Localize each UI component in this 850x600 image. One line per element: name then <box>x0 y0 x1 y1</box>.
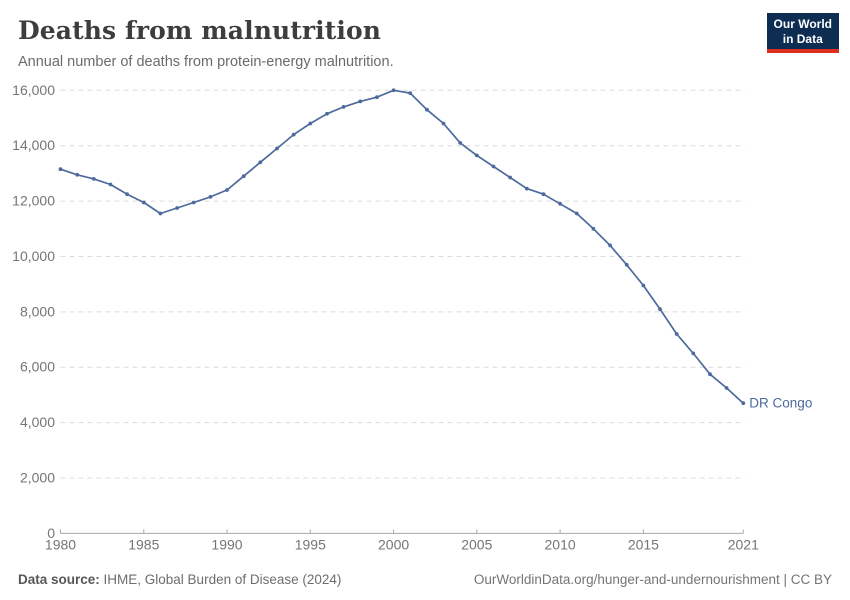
data-point-1994[interactable] <box>291 132 296 137</box>
data-point-1987[interactable] <box>175 206 180 210</box>
data-point-1989[interactable] <box>208 195 213 199</box>
data-point-2016[interactable] <box>658 307 662 311</box>
data-point-2005[interactable] <box>474 153 479 158</box>
y-tick-label-10000: 10,000 <box>12 248 55 264</box>
data-point-1992[interactable] <box>258 160 263 165</box>
x-tick-label-1995: 1995 <box>295 536 326 552</box>
data-source: Data source: IHME, Global Burden of Dise… <box>18 572 341 587</box>
data-point-1999[interactable] <box>375 95 379 100</box>
data-point-1990[interactable] <box>225 188 229 192</box>
data-point-1997[interactable] <box>341 105 346 109</box>
data-point-2018[interactable] <box>691 351 696 356</box>
data-point-1993[interactable] <box>275 146 279 151</box>
y-tick-label-6000: 6,000 <box>20 359 55 375</box>
y-tick-label-0: 0 <box>47 525 55 541</box>
data-source-label: Data source: <box>18 572 100 587</box>
data-point-2007[interactable] <box>508 175 512 180</box>
data-point-2011[interactable] <box>574 211 579 216</box>
data-point-1980[interactable] <box>58 167 63 172</box>
data-point-2009[interactable] <box>541 192 546 197</box>
data-point-1985[interactable] <box>141 200 146 205</box>
x-tick-label-1990: 1990 <box>211 536 242 552</box>
page-subtitle: Annual number of deaths from protein-ene… <box>18 54 394 70</box>
data-line-dr-congo[interactable] <box>59 89 745 405</box>
credit-link[interactable]: OurWorldinData.org/hunger-and-undernouri… <box>473 572 832 587</box>
page-title: Deaths from malnutrition <box>18 16 382 45</box>
owid-logo[interactable]: Our World in Data <box>766 13 839 54</box>
series-end-label[interactable]: DR Congo <box>749 396 812 411</box>
data-point-2003[interactable] <box>441 121 446 126</box>
x-tick-label-1980: 1980 <box>45 536 76 552</box>
data-point-2019[interactable] <box>708 372 712 377</box>
data-point-2008[interactable] <box>524 186 529 191</box>
data-point-2012[interactable] <box>591 226 596 231</box>
data-source-text: IHME, Global Burden of Disease (2024) <box>99 572 342 587</box>
y-tick-label-8000: 8,000 <box>20 303 55 319</box>
data-point-2002[interactable] <box>425 107 429 112</box>
y-tick-label-2000: 2,000 <box>20 470 55 486</box>
data-point-2001[interactable] <box>408 91 413 95</box>
data-point-1996[interactable] <box>325 111 329 116</box>
data-point-2006[interactable] <box>491 164 496 169</box>
owid-logo-line1: Our World <box>773 17 832 31</box>
data-point-1991[interactable] <box>241 174 246 179</box>
data-point-2015[interactable] <box>641 283 646 288</box>
data-point-2014[interactable] <box>624 262 629 267</box>
chart-footer: Data source: IHME, Global Burden of Dise… <box>18 572 832 587</box>
data-point-1998[interactable] <box>358 99 363 104</box>
data-point-2004[interactable] <box>458 141 463 145</box>
x-tick-label-2010: 2010 <box>545 536 576 552</box>
y-tick-label-12000: 12,000 <box>12 193 55 209</box>
data-point-1995[interactable] <box>308 121 313 126</box>
data-point-2021[interactable] <box>741 401 746 406</box>
data-point-1984[interactable] <box>125 192 129 197</box>
x-tick-label-2005: 2005 <box>461 536 492 552</box>
data-point-1982[interactable] <box>91 177 96 181</box>
y-tick-label-16000: 16,000 <box>12 82 55 98</box>
data-point-2017[interactable] <box>674 332 679 336</box>
x-tick-label-2015: 2015 <box>628 536 659 552</box>
x-tick-label-2000: 2000 <box>378 536 409 552</box>
data-point-2013[interactable] <box>608 243 612 248</box>
data-point-1983[interactable] <box>108 182 113 187</box>
chart-header: Deaths from malnutrition Annual number o… <box>0 0 850 70</box>
data-point-2000[interactable] <box>391 88 396 93</box>
x-tick-label-1985: 1985 <box>128 536 159 552</box>
data-point-1981[interactable] <box>75 172 80 177</box>
owid-logo-line2: in Data <box>782 31 823 46</box>
data-point-1988[interactable] <box>191 200 196 205</box>
x-tick-label-2021: 2021 <box>728 536 759 552</box>
y-tick-label-14000: 14,000 <box>12 137 55 153</box>
y-tick-label-4000: 4,000 <box>20 414 55 430</box>
data-point-2020[interactable] <box>724 386 729 390</box>
data-points-dr-congo[interactable] <box>58 88 746 406</box>
data-point-2010[interactable] <box>558 201 562 206</box>
data-point-1986[interactable] <box>158 211 163 216</box>
